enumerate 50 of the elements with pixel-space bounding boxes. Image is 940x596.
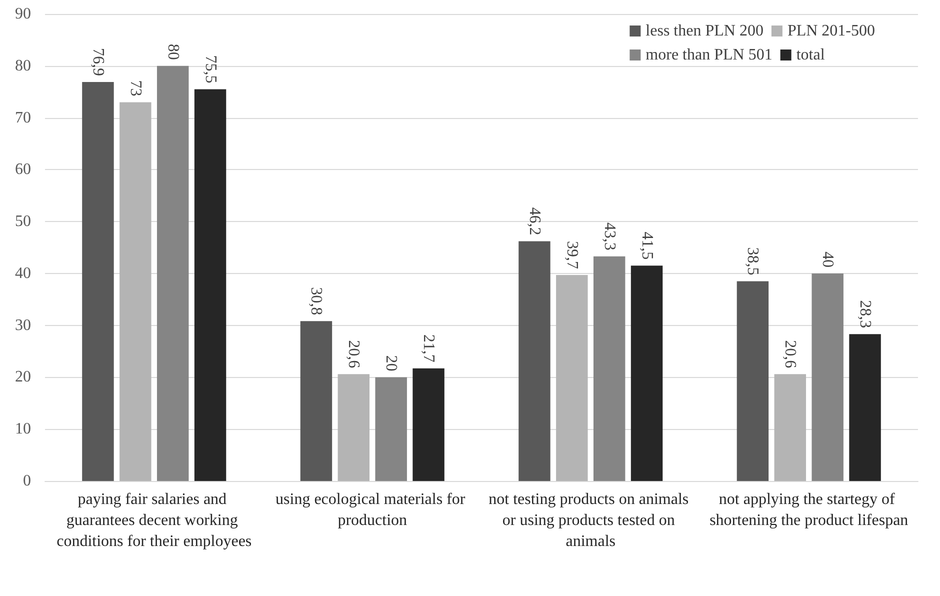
bar (338, 374, 370, 481)
data-label: 20,6 (782, 340, 799, 368)
legend-label: more than PLN 501 (646, 46, 772, 64)
data-label: 73 (126, 80, 144, 96)
legend-label: PLN 201-500 (787, 22, 876, 40)
y-tick-label: 50 (15, 213, 31, 230)
bar (774, 374, 806, 481)
legend-label: total (796, 46, 826, 64)
data-label: 21,7 (420, 334, 438, 362)
data-label: 40 (819, 251, 836, 268)
bar (518, 241, 550, 481)
data-label: 46,2 (526, 207, 543, 236)
data-label: 75,5 (202, 55, 219, 84)
bar (556, 275, 588, 481)
y-tick-label: 90 (15, 6, 31, 22)
y-tick-label: 0 (23, 472, 31, 490)
x-tick-label: not testing products on animals or using products tested on animals (488, 491, 693, 550)
y-tick-label: 20 (15, 368, 31, 386)
bar (156, 66, 189, 481)
data-label: 20,6 (345, 340, 362, 368)
bar (82, 82, 114, 481)
legend-label: less then PLN 200 (646, 22, 764, 40)
data-label: 76,9 (89, 48, 106, 76)
bar (812, 273, 844, 481)
x-tick-label: paying fair salaries and guarantees decent working conditions for their employees (56, 491, 252, 550)
bar (849, 334, 881, 481)
y-tick-label: 30 (15, 316, 31, 334)
y-tick-label: 60 (15, 161, 31, 178)
x-tick-label: not applying the startegy of shortening the product lifespan (710, 491, 908, 529)
data-label: 30,8 (308, 287, 325, 316)
data-label: 41,5 (638, 232, 656, 260)
bar (630, 266, 663, 481)
bar (120, 102, 152, 481)
data-label: 39,7 (563, 241, 580, 269)
data-label: 38,5 (744, 247, 762, 276)
bar (736, 281, 769, 481)
data-label: 20 (382, 355, 400, 372)
y-tick-label: 70 (15, 109, 31, 126)
bar (300, 321, 332, 481)
bar (593, 256, 626, 481)
bar (412, 368, 444, 481)
data-label: 43,3 (600, 222, 618, 250)
bar (194, 89, 226, 481)
y-tick-label: 40 (15, 264, 31, 282)
data-label: 80 (164, 44, 182, 60)
y-tick-label: 10 (15, 420, 31, 438)
bar (375, 377, 407, 481)
data-label: 28,3 (856, 300, 874, 328)
x-tick-label: using ecological materials for production (276, 491, 470, 529)
y-tick-label: 80 (15, 57, 31, 74)
